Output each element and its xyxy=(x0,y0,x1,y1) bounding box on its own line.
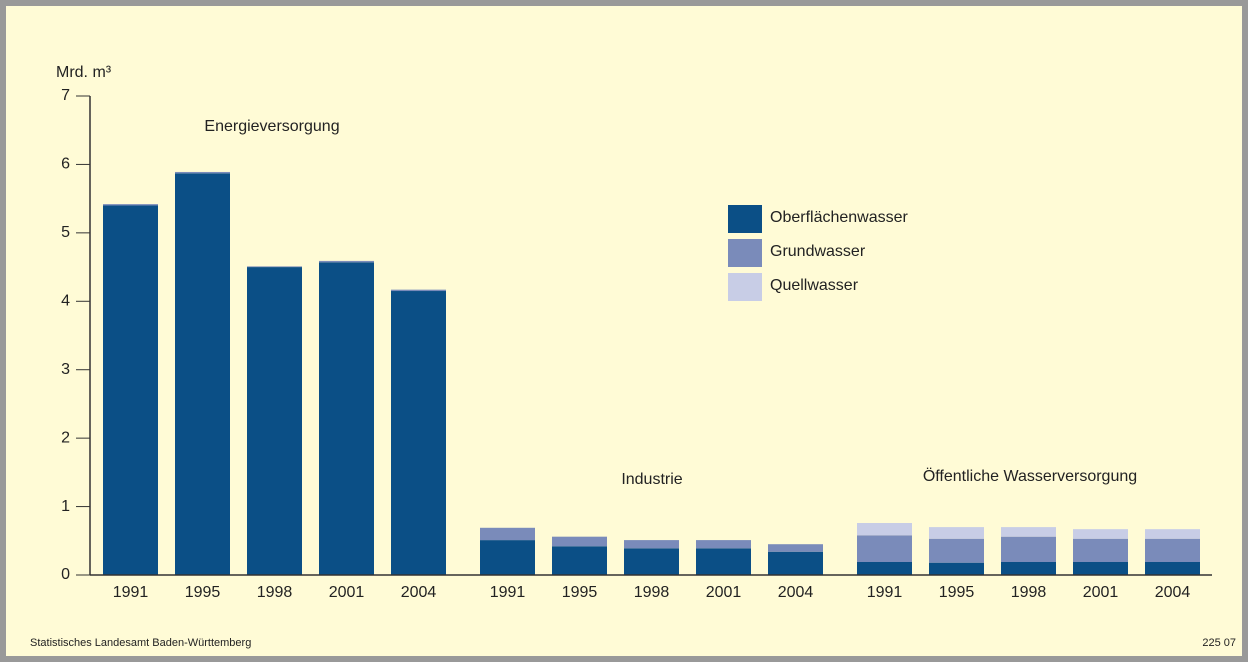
bar-segment xyxy=(552,536,607,547)
bar-segment xyxy=(391,291,446,575)
x-tick-label: 2001 xyxy=(1083,584,1119,601)
legend-swatch xyxy=(728,239,762,267)
x-tick-label: 1995 xyxy=(939,584,975,601)
bar-segment xyxy=(696,548,751,575)
x-tick-label: 1995 xyxy=(185,584,221,601)
bar-segment xyxy=(319,262,374,575)
legend-label: Oberflächenwasser xyxy=(770,209,909,226)
bar-segment xyxy=(175,173,230,575)
bar-segment xyxy=(929,562,984,575)
y-tick-label: 2 xyxy=(61,429,70,446)
y-axis-label: Mrd. m³ xyxy=(56,64,112,81)
x-tick-label: 1998 xyxy=(634,584,670,601)
bar-segment xyxy=(1001,536,1056,562)
bar-segment xyxy=(247,267,302,575)
bar-segment xyxy=(319,260,374,263)
bar-segment xyxy=(1073,538,1128,562)
bar-segment xyxy=(175,171,230,174)
y-tick-label: 4 xyxy=(61,293,70,310)
bar-segment xyxy=(480,527,535,541)
x-tick-label: 2001 xyxy=(706,584,742,601)
bar-segment xyxy=(1001,527,1056,537)
y-tick-label: 1 xyxy=(61,498,70,515)
bar-segment xyxy=(1145,538,1200,562)
group-label: Energieversorgung xyxy=(204,118,339,135)
bar-segment xyxy=(768,544,823,552)
x-tick-label: 2001 xyxy=(329,584,365,601)
bar-segment xyxy=(696,540,751,549)
source: Statistisches Landesamt Baden-Württember… xyxy=(30,637,251,649)
x-tick-label: 1998 xyxy=(1011,584,1047,601)
bar-segment xyxy=(1073,529,1128,539)
bar-segment xyxy=(1001,561,1056,575)
x-tick-label: 2004 xyxy=(778,584,814,601)
x-tick-label: 1995 xyxy=(562,584,598,601)
x-tick-label: 1991 xyxy=(490,584,526,601)
bar-segment xyxy=(103,204,158,206)
bar-segment xyxy=(1145,561,1200,575)
y-tick-label: 3 xyxy=(61,361,70,378)
legend-label: Grundwasser xyxy=(770,243,866,260)
bar-segment xyxy=(624,540,679,549)
x-tick-label: 1998 xyxy=(257,584,293,601)
bar-segment xyxy=(552,546,607,575)
bar-segment xyxy=(103,205,158,575)
bar-segment xyxy=(929,538,984,563)
x-tick-label: 1991 xyxy=(113,584,149,601)
bar-segment xyxy=(768,551,823,575)
x-tick-label: 1991 xyxy=(867,584,903,601)
bar-segment xyxy=(857,561,912,575)
bar-segment xyxy=(480,540,535,575)
group-label: Industrie xyxy=(621,471,682,488)
bar-segment xyxy=(929,527,984,539)
bar-segment xyxy=(1073,561,1128,575)
bar-segment xyxy=(1145,529,1200,539)
bar-segment xyxy=(247,266,302,268)
chart-code: 225 07 xyxy=(1202,637,1236,649)
bar-segment xyxy=(391,289,446,292)
y-tick-label: 0 xyxy=(61,566,70,583)
legend-label: Quellwasser xyxy=(770,277,859,294)
legend-swatch xyxy=(728,273,762,301)
y-tick-label: 7 xyxy=(61,87,70,104)
bar-segment xyxy=(857,522,912,536)
group-label: Öffentliche Wasserversorgung xyxy=(923,467,1137,485)
x-tick-label: 2004 xyxy=(1155,584,1191,601)
y-tick-label: 5 xyxy=(61,224,70,241)
x-tick-label: 2004 xyxy=(401,584,437,601)
bar-segment xyxy=(624,548,679,575)
legend-swatch xyxy=(728,205,762,233)
bar-segment xyxy=(857,535,912,562)
y-tick-label: 6 xyxy=(61,156,70,173)
